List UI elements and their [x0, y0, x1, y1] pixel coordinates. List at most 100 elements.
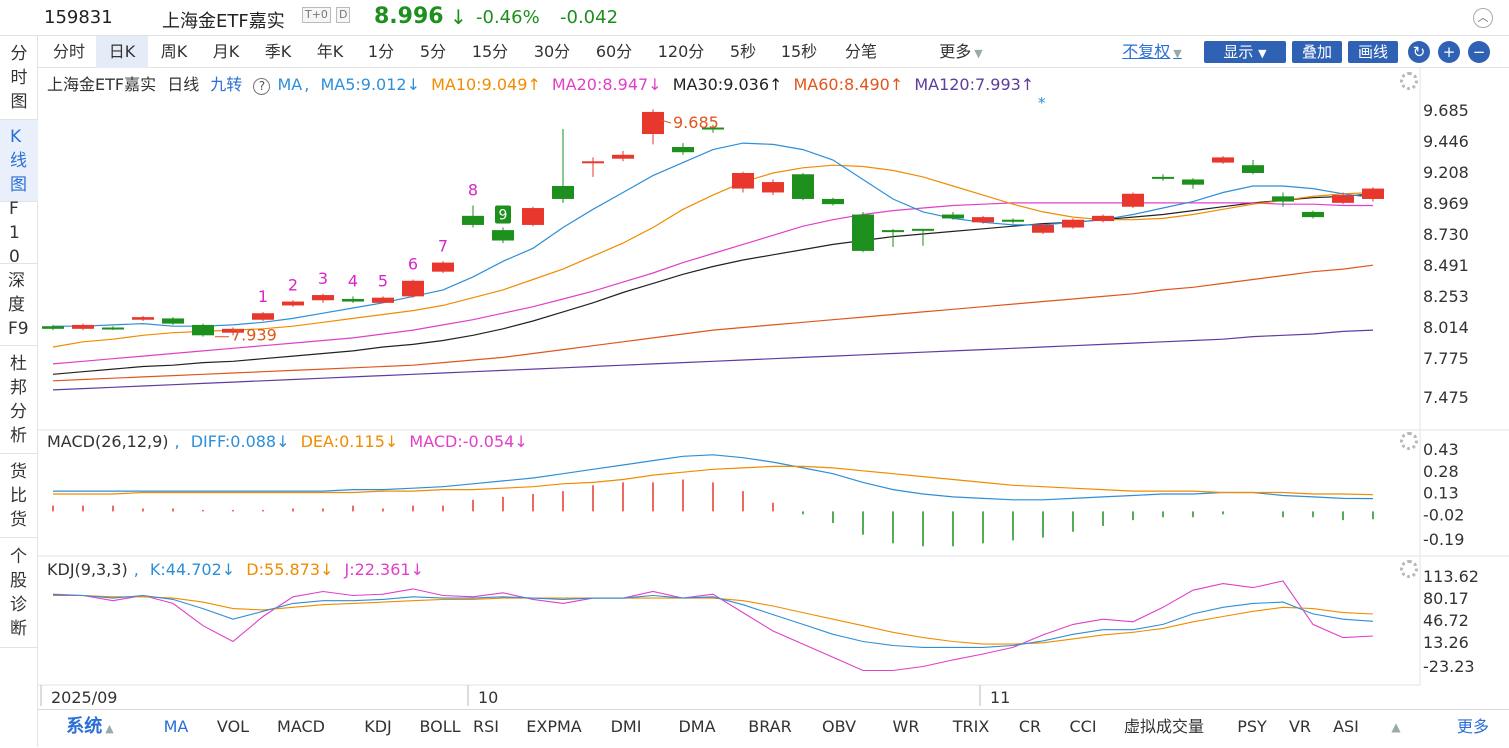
sidebar-item-timeshare[interactable]: 分时图: [0, 36, 38, 120]
indicator-tab-wr[interactable]: WR: [892, 717, 920, 736]
tab-5min[interactable]: 5分: [419, 42, 447, 61]
legend-ma60: MA60:8.490↑: [793, 75, 904, 94]
adjust-dropdown[interactable]: 不复权 ▼: [1122, 42, 1182, 61]
tab-timeshare[interactable]: 分时: [52, 42, 85, 61]
indicator-tab-dmi[interactable]: DMI: [610, 717, 642, 736]
indicator-tab-rsi[interactable]: RSI: [473, 717, 499, 736]
indicator-tab-psy[interactable]: PSY: [1237, 717, 1267, 736]
candle-body: [1242, 165, 1264, 173]
indicator-tab-asi[interactable]: ASI: [1333, 717, 1359, 736]
zoom-out-icon[interactable]: −: [1468, 41, 1490, 63]
indicator-tab-dma[interactable]: DMA: [678, 717, 716, 736]
macd-dea-line: [53, 465, 1374, 496]
tab-60min[interactable]: 60分: [595, 42, 633, 61]
candle: [72, 323, 94, 331]
tab-quarterly[interactable]: 季K: [264, 42, 292, 61]
indicator-tab-ma[interactable]: MA: [163, 717, 189, 736]
stock-name: 上海金ETF嘉实: [162, 11, 285, 32]
indicator-tab-vr[interactable]: VR: [1288, 717, 1312, 736]
tab-tick[interactable]: 分笔: [844, 42, 877, 61]
low-price-label: 7.939: [231, 326, 277, 345]
candle-body: [612, 154, 634, 159]
candle: [1002, 218, 1024, 224]
indicator-tab-obv[interactable]: OBV: [821, 717, 857, 736]
kdj-tick-label: 13.26: [1423, 633, 1469, 652]
more-periods-dropdown[interactable]: 更多 ▼: [939, 42, 983, 61]
zoom-in-icon[interactable]: +: [1438, 41, 1460, 63]
main-settings-gear-icon[interactable]: [1400, 72, 1418, 90]
sidebar-item-f10[interactable]: F10: [0, 199, 38, 267]
indicator-tab-cci[interactable]: CCI: [1069, 717, 1097, 736]
candle-body: [1092, 215, 1114, 222]
candle: [582, 157, 604, 177]
display-button[interactable]: 显示 ▼: [1204, 41, 1286, 63]
candle-body: [942, 214, 964, 219]
macd-dea: DEA:0.115↓: [300, 432, 399, 451]
tab-monthly[interactable]: 月K: [212, 42, 240, 61]
candle: [852, 211, 874, 253]
tab-5sec[interactable]: 5秒: [729, 42, 757, 61]
indicator-tab-brar[interactable]: BRAR: [748, 717, 792, 736]
indicator-tab-虚拟成交量[interactable]: 虚拟成交量: [1123, 717, 1204, 736]
system-indicator-dropdown[interactable]: 系统 ▲: [66, 716, 114, 737]
candle: [1212, 156, 1234, 164]
tab-120min[interactable]: 120分: [657, 42, 705, 61]
kdj-legend: KDJ(9,3,3), K:44.702↓ D:55.873↓ J:22.361…: [47, 560, 424, 579]
tab-weekly[interactable]: 周K: [160, 42, 188, 61]
candle: [372, 296, 394, 303]
kdj-settings-gear-icon[interactable]: [1400, 560, 1418, 578]
chevron-up-icon[interactable]: ︿: [1473, 8, 1493, 28]
nine-turn-toggle[interactable]: 九转: [210, 75, 243, 94]
tab-1min[interactable]: 1分: [367, 42, 395, 61]
candle-body: [492, 230, 514, 241]
indicator-tab-macd[interactable]: MACD: [277, 717, 325, 736]
price-tick-label: 7.775: [1423, 349, 1469, 368]
caret-up-icon[interactable]: ▲: [1391, 720, 1401, 734]
indicator-tab-boll[interactable]: BOLL: [419, 717, 461, 736]
candle: [192, 323, 214, 337]
candle-body: [1212, 157, 1234, 163]
candle: [432, 261, 454, 273]
indicator-tab-kdj[interactable]: KDJ: [364, 717, 392, 736]
candle-body: [1272, 196, 1294, 202]
legend-ma10: MA10:9.049↑: [431, 75, 541, 94]
tab-15sec[interactable]: 15秒: [780, 42, 818, 61]
sidebar-item-dupont[interactable]: 杜邦分析: [0, 346, 38, 454]
candle-body: [822, 198, 844, 205]
indicator-tab-trix[interactable]: TRIX: [952, 717, 990, 736]
sidebar-item-kline[interactable]: K线图: [0, 120, 38, 202]
candle: [1122, 192, 1144, 209]
tab-daily[interactable]: 日K: [96, 36, 148, 68]
macd-diff: DIFF:0.088↓: [190, 432, 290, 451]
candle: [1272, 192, 1294, 207]
high-price-label: 9.685: [673, 113, 719, 132]
candle-body: [282, 301, 304, 306]
draw-line-button[interactable]: 画线: [1348, 41, 1398, 63]
candle-body: [582, 161, 604, 164]
caret-down-icon: ▼: [1173, 47, 1182, 60]
refresh-icon[interactable]: ↻: [1408, 41, 1430, 63]
sidebar-item-diagnosis[interactable]: 个股诊断: [0, 538, 38, 648]
sidebar-item-depth[interactable]: 深度F9: [0, 264, 38, 346]
candle: [672, 143, 694, 155]
nine-turn-label: 8: [468, 180, 478, 199]
sidebar-item-compare[interactable]: 货比货: [0, 454, 38, 538]
candle-body: [702, 127, 724, 130]
indicator-tab-vol[interactable]: VOL: [216, 717, 250, 736]
candle: [162, 317, 184, 325]
high-price-pointer: [660, 119, 672, 124]
tab-15min[interactable]: 15分: [471, 42, 509, 61]
indicator-tab-expma[interactable]: EXPMA: [526, 717, 582, 736]
tab-30min[interactable]: 30分: [533, 42, 571, 61]
overlay-button[interactable]: 叠加: [1292, 41, 1342, 63]
candle-body: [1002, 219, 1024, 222]
more-indicators-link[interactable]: 更多: [1456, 717, 1489, 736]
caret-down-icon: ▼: [1258, 47, 1267, 60]
help-icon[interactable]: ?: [253, 78, 271, 95]
macd-settings-gear-icon[interactable]: [1400, 432, 1418, 450]
candle-body: [1152, 176, 1174, 179]
indicator-tab-cr[interactable]: CR: [1018, 717, 1042, 736]
tab-yearly[interactable]: 年K: [316, 42, 344, 61]
candle: [882, 228, 904, 248]
candle: [552, 128, 574, 203]
